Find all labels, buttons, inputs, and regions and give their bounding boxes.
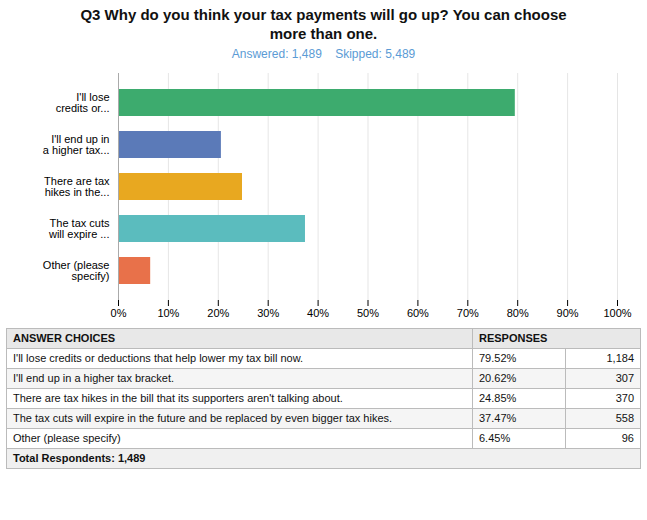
svg-text:90%: 90%: [557, 307, 579, 319]
svg-text:I'll end up ina higher tax...: I'll end up ina higher tax...: [43, 133, 110, 156]
html-text:24.85%: 24.85%: [479, 392, 517, 404]
svg-text:0%: 0%: [111, 307, 127, 319]
svg-text:100%: 100%: [603, 307, 631, 319]
html-text:I'll end up in a higher tax br: I'll end up in a higher tax bracket.: [13, 372, 175, 384]
svg-text:60%: 60%: [407, 307, 429, 319]
html-text:Total Respondents: 1,489: Total Respondents: 1,489: [13, 452, 146, 464]
svg-text:80%: 80%: [507, 307, 529, 319]
html-text:I'll lose credits or deduction: I'll lose credits or deductions that hel…: [13, 352, 304, 364]
html-text:1,184: 1,184: [606, 352, 634, 364]
html-text:Answered: 1,489 Skipped: 5,489: Answered: 1,489 Skipped: 5,489: [231, 46, 416, 61]
html-text:There are tax hikes in the bil: There are tax hikes in the bill that its…: [13, 392, 343, 404]
html-text:558: 558: [615, 412, 634, 424]
svg-text:Other (pleasespecify): Other (pleasespecify): [43, 259, 110, 282]
svg-text:10%: 10%: [157, 307, 179, 319]
svg-text:20%: 20%: [207, 307, 229, 319]
html-text:20.62%: 20.62%: [479, 372, 517, 384]
html-text:6.45%: 6.45%: [479, 432, 511, 444]
svg-text:The tax cutswill expire ...: The tax cutswill expire ...: [48, 217, 110, 240]
html-text:37.47%: 37.47%: [479, 412, 517, 424]
svg-text:There are taxhikes in the...: There are taxhikes in the...: [44, 175, 110, 198]
svg-text:I'll losecredits or...: I'll losecredits or...: [56, 91, 110, 114]
svg-text:50%: 50%: [357, 307, 379, 319]
svg-text:30%: 30%: [257, 307, 279, 319]
html-text:79.52%: 79.52%: [479, 352, 517, 364]
html-text:96: 96: [621, 432, 634, 444]
html-text:RESPONSES: RESPONSES: [479, 332, 548, 344]
html-text:Other (please specify): Other (please specify): [13, 432, 121, 444]
html-text:Q3 Why do you think your tax p: Q3 Why do you think your tax payments wi…: [80, 6, 567, 42]
html-text:370: 370: [615, 392, 634, 404]
html-text:ANSWER CHOICES: ANSWER CHOICES: [13, 332, 116, 344]
svg-text:70%: 70%: [457, 307, 479, 319]
html-text:The tax cuts will expire in th: The tax cuts will expire in the future a…: [13, 412, 393, 424]
html-text:307: 307: [615, 372, 634, 384]
svg-text:40%: 40%: [307, 307, 329, 319]
